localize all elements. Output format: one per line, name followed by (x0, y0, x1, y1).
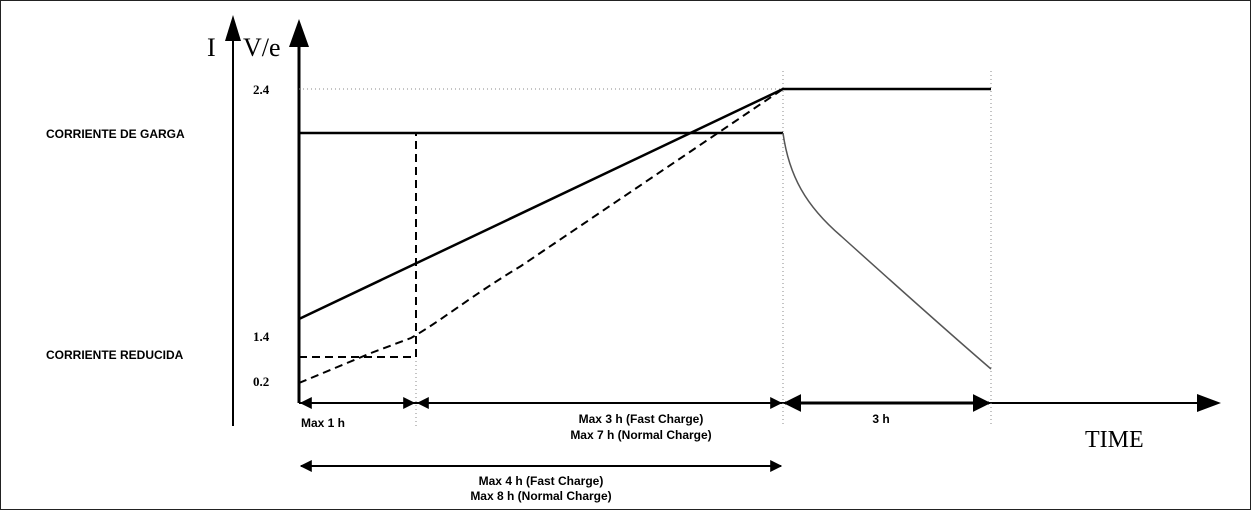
voltage-tick-low: 0.2 (253, 374, 269, 389)
voltage-tick-mid: 1.4 (253, 329, 270, 344)
charge-current-label: CORRIENTE DE GARGA (46, 127, 185, 141)
phase2-fast-label: Max 3 h (Fast Charge) (579, 412, 704, 426)
current-axis-arrow-icon (225, 15, 241, 41)
current-decay-curve (782, 132, 992, 370)
time-axis-label: TIME (1085, 427, 1144, 453)
phase2-normal-label: Max 7 h (Normal Charge) (570, 428, 711, 442)
voltage-axis-label: V/e (243, 33, 281, 62)
voltage-curve-normal (298, 88, 784, 384)
reduced-current-label: CORRIENTE REDUCIDA (46, 348, 184, 362)
phase3-label: 3 h (872, 412, 889, 426)
reduced-current-curve (299, 133, 417, 358)
voltage-tick-high: 2.4 (253, 82, 270, 97)
total-normal-label: Max 8 h (Normal Charge) (470, 489, 611, 503)
voltage-axis-arrow-icon (289, 19, 309, 47)
time-axis-arrow-icon (1197, 394, 1221, 412)
phase1-label: Max 1 h (301, 416, 345, 430)
current-axis-label: I (207, 33, 216, 62)
voltage-curve-fast (298, 87, 991, 321)
total-fast-label: Max 4 h (Fast Charge) (479, 474, 604, 488)
